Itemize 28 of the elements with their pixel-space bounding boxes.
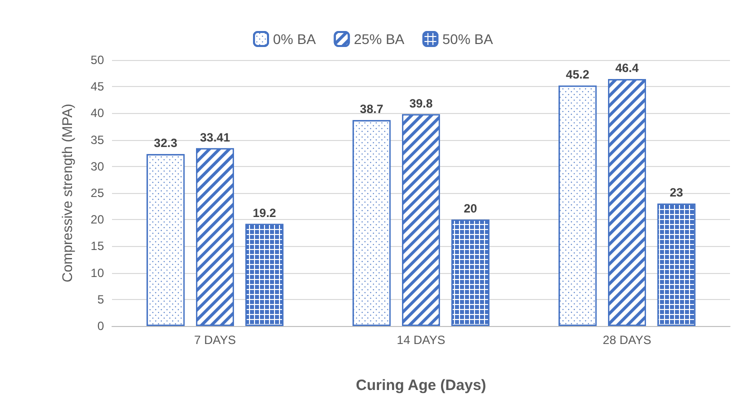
y-tick-label: 50 — [90, 53, 104, 67]
data-label: 19.2 — [252, 206, 276, 220]
legend-label: 25% BA — [354, 31, 406, 47]
data-label: 45.2 — [566, 68, 590, 82]
y-tick-label: 30 — [90, 159, 104, 174]
data-label: 23 — [670, 186, 684, 200]
data-label: 33.41 — [200, 130, 230, 144]
x-tick-label: 28 DAYS — [602, 333, 652, 347]
legend-label: 0% BA — [273, 31, 316, 47]
data-label: 46.4 — [615, 61, 639, 76]
data-label: 20 — [464, 202, 478, 216]
data-label: 38.7 — [360, 102, 384, 116]
x-tick-label: 14 DAYS — [396, 333, 446, 347]
data-label: 39.8 — [409, 96, 433, 110]
y-tick-label: 20 — [90, 212, 104, 227]
y-tick-label: 25 — [90, 186, 104, 200]
y-tick-label: 10 — [90, 266, 104, 280]
y-tick-label: 40 — [90, 106, 104, 120]
y-tick-label: 0 — [97, 319, 104, 333]
y-tick-label: 15 — [90, 239, 104, 254]
x-axis-title: Curing Age (Days) — [356, 377, 486, 394]
y-tick-label: 45 — [90, 80, 104, 94]
y-tick-label: 5 — [97, 292, 104, 306]
legend-label: 50% BA — [442, 31, 494, 47]
x-tick-label: 7 DAYS — [194, 333, 236, 347]
y-axis-title: Compressive strength (MPA) — [59, 104, 75, 282]
data-label: 32.3 — [154, 136, 178, 150]
y-tick-label: 35 — [90, 132, 104, 147]
